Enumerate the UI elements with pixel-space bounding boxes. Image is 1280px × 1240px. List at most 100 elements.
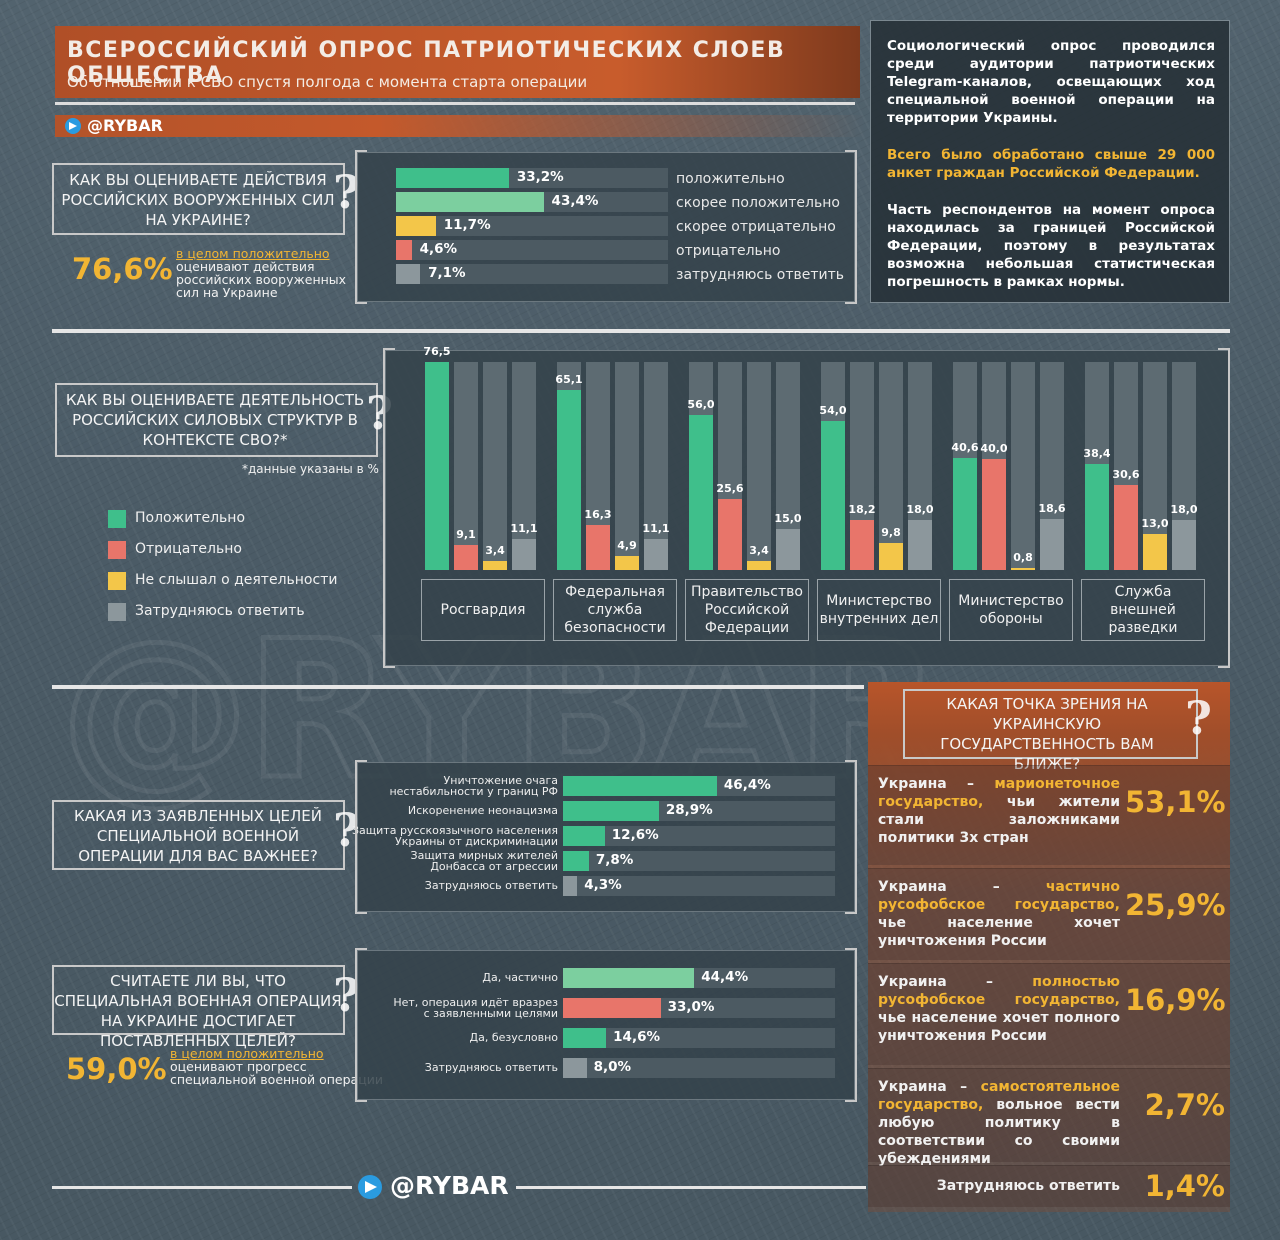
answer-percent: 25,9% bbox=[1125, 888, 1226, 922]
bar-value-label: 0,8 bbox=[1013, 550, 1033, 564]
brand-name: @RYBAR bbox=[87, 116, 163, 135]
bar-value-label: 15,0 bbox=[774, 511, 802, 525]
category-label: Росгвардия bbox=[421, 579, 545, 641]
bar bbox=[1011, 567, 1035, 570]
bar bbox=[557, 389, 581, 570]
bar-track bbox=[563, 876, 835, 896]
bar-value-label: 3,4 bbox=[485, 543, 505, 557]
bar bbox=[850, 519, 874, 570]
bar-column bbox=[982, 362, 1006, 570]
bracket bbox=[383, 348, 395, 668]
question-mark-icon: ? bbox=[1185, 691, 1212, 745]
bar bbox=[563, 998, 661, 1018]
q4-note-1: оценивают прогресс bbox=[170, 1059, 307, 1074]
bar-value-label: 76,5 bbox=[423, 345, 451, 358]
bar-category-label: Затрудняюсь ответить bbox=[424, 879, 558, 892]
category-label: Правительство Российской Федерации bbox=[685, 579, 809, 641]
q3-question: КАКАЯ ИЗ ЗАЯВЛЕННЫХ ЦЕЛЕЙ СПЕЦИАЛЬНОЙ ВО… bbox=[74, 807, 322, 865]
bar-value-label: 9,8 bbox=[881, 525, 901, 539]
answer-highlight: марионеточное государство, bbox=[878, 776, 1120, 810]
bar bbox=[1085, 463, 1109, 570]
bar bbox=[953, 457, 977, 570]
footer-line bbox=[52, 1186, 352, 1189]
info-box: Социологический опрос проводился среди а… bbox=[870, 20, 1230, 303]
bar-track bbox=[396, 192, 668, 212]
bar-column bbox=[821, 362, 845, 570]
bar-category-label: Нет, операция идёт вразрез с заявленными … bbox=[393, 996, 558, 1020]
bar bbox=[586, 524, 610, 570]
answer-text: Затрудняюсь ответить bbox=[936, 1178, 1120, 1194]
bracket bbox=[845, 150, 857, 304]
answer-highlight: частично русофобское государство, bbox=[878, 879, 1120, 913]
bar-value-label: 46,4% bbox=[723, 777, 771, 793]
bar-category-label: Да, безусловно bbox=[469, 1031, 558, 1044]
bar-value-label: 13,0 bbox=[1141, 517, 1169, 531]
q5-panel bbox=[868, 682, 1230, 1212]
bar bbox=[1172, 520, 1196, 570]
answer-row bbox=[868, 963, 1230, 1065]
page-subtitle: Об отношении к СВО спустя полгода с моме… bbox=[67, 73, 588, 91]
bar-value-label: 18,6 bbox=[1038, 501, 1066, 515]
bar bbox=[563, 851, 589, 871]
bar-column bbox=[1114, 362, 1138, 570]
q5-box bbox=[903, 689, 1198, 759]
section-divider bbox=[52, 685, 864, 689]
q1-box bbox=[52, 163, 345, 235]
answer-percent: 53,1% bbox=[1125, 785, 1226, 819]
bar-category-label: отрицательно bbox=[676, 243, 781, 259]
bar-column bbox=[1172, 362, 1196, 570]
bar bbox=[615, 556, 639, 570]
legend-label: Отрицательно bbox=[135, 541, 242, 557]
title-banner: ВСЕРОССИЙСКИЙ ОПРОС ПАТРИОТИЧЕСКИХ СЛОЕВ… bbox=[55, 26, 860, 98]
answer-highlight: самостоятельное государство, bbox=[878, 1079, 1120, 1113]
q4-highlight: в целом положительно bbox=[170, 1046, 324, 1061]
bracket bbox=[845, 760, 857, 914]
q1-highlight: в целом положительно bbox=[176, 246, 330, 261]
bar-value-label: 56,0 bbox=[687, 398, 715, 412]
bar-value-label: 4,3% bbox=[584, 877, 622, 893]
bar-value-label: 8,0% bbox=[593, 1059, 632, 1075]
bar bbox=[718, 499, 742, 570]
answer-percent: 1,4% bbox=[1144, 1169, 1225, 1203]
bar-value-label: 18,2 bbox=[848, 502, 876, 516]
bar-value-label: 28,9% bbox=[665, 802, 713, 818]
bar-column bbox=[644, 362, 668, 570]
bar-column bbox=[953, 362, 977, 570]
bar bbox=[512, 539, 536, 570]
answer-percent: 2,7% bbox=[1144, 1088, 1225, 1122]
bar bbox=[563, 801, 659, 821]
bar-value-label: 43,4% bbox=[551, 193, 599, 209]
bar-column bbox=[1011, 362, 1035, 570]
divider bbox=[55, 102, 855, 105]
bar-value-label: 4,9 bbox=[617, 539, 637, 553]
q1-note-1: оценивают действия bbox=[176, 259, 315, 274]
bar-column bbox=[512, 362, 536, 570]
q3-box bbox=[52, 800, 345, 870]
legend-swatch bbox=[108, 572, 126, 590]
bar-value-label: 30,6 bbox=[1112, 468, 1140, 482]
q1-note-2: российских вооруженных bbox=[176, 272, 347, 287]
bracket bbox=[355, 760, 367, 914]
q4-box bbox=[52, 965, 345, 1035]
info-text-2: Всего было обработано свыше 29 000 анкет… bbox=[887, 147, 1215, 181]
bar-track bbox=[396, 264, 668, 284]
q2-question: КАК ВЫ ОЦЕНИВАЕТЕ ДЕЯТЕЛЬНОСТЬ РОССИЙСКИ… bbox=[65, 391, 365, 449]
legend-swatch bbox=[108, 541, 126, 559]
bar-value-label: 4,6% bbox=[419, 241, 458, 257]
bar bbox=[776, 528, 800, 570]
bar-column bbox=[879, 362, 903, 570]
bar-category-label: Уничтожение очага нестабильности у границ… bbox=[389, 774, 558, 798]
bar bbox=[396, 216, 436, 236]
bar bbox=[689, 415, 713, 570]
bar bbox=[1114, 485, 1138, 570]
answer-row bbox=[868, 1068, 1230, 1162]
bar-column bbox=[1085, 362, 1109, 570]
info-text-1: Социологический опрос проводился среди а… bbox=[887, 38, 1215, 126]
bar-value-label: 16,3 bbox=[584, 507, 612, 521]
bar-value-label: 54,0 bbox=[819, 403, 847, 417]
bar-column bbox=[586, 362, 610, 570]
telegram-icon bbox=[65, 118, 81, 134]
bar-value-label: 65,1 bbox=[555, 372, 583, 386]
bar-value-label: 44,4% bbox=[701, 969, 749, 985]
bar-value-label: 33,0% bbox=[667, 999, 715, 1015]
